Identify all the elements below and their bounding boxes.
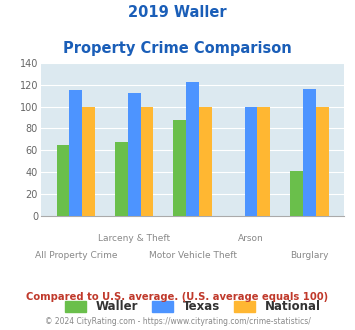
Text: Burglary: Burglary [290,251,329,260]
Bar [290,171,303,216]
Text: 2019 Waller: 2019 Waller [128,5,227,20]
Text: Arson: Arson [238,234,264,243]
Text: Motor Vehicle Theft: Motor Vehicle Theft [149,251,236,260]
Text: Compared to U.S. average. (U.S. average equals 100): Compared to U.S. average. (U.S. average … [26,292,329,302]
Text: Property Crime Comparison: Property Crime Comparison [63,41,292,56]
Bar [186,82,199,216]
Bar [70,90,82,216]
Bar [199,107,212,216]
Text: All Property Crime: All Property Crime [34,251,117,260]
Bar [56,145,70,216]
Bar [173,120,186,216]
Bar [316,107,329,216]
Bar [115,142,128,216]
Bar [141,107,153,216]
Bar [128,93,141,216]
Text: © 2024 CityRating.com - https://www.cityrating.com/crime-statistics/: © 2024 CityRating.com - https://www.city… [45,317,310,326]
Text: Larceny & Theft: Larceny & Theft [98,234,170,243]
Bar [245,107,257,216]
Bar [257,107,270,216]
Bar [303,89,316,216]
Legend: Waller, Texas, National: Waller, Texas, National [60,296,326,318]
Bar [82,107,95,216]
